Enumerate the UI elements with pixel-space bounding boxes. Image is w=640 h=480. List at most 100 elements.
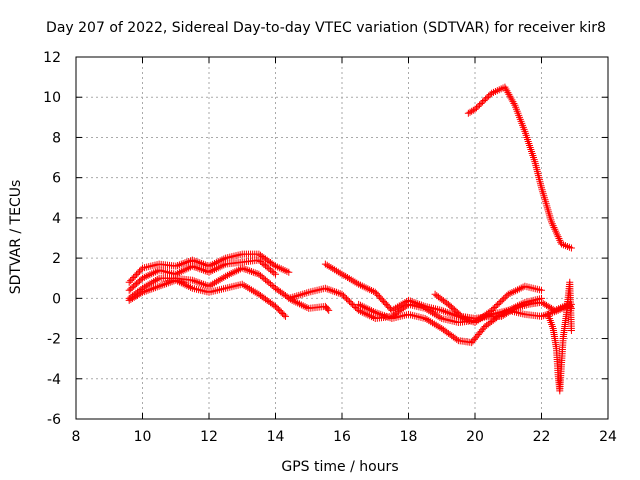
data-point xyxy=(485,92,493,100)
data-point xyxy=(501,83,509,91)
data-point xyxy=(480,97,488,105)
series-track-1 xyxy=(125,250,293,286)
data-point xyxy=(498,296,506,304)
data-points xyxy=(125,83,575,395)
series-track-8 xyxy=(431,290,575,322)
data-point xyxy=(489,305,497,313)
data-point xyxy=(502,85,510,93)
data-point xyxy=(480,324,488,332)
data-point xyxy=(507,94,515,102)
data-point xyxy=(131,272,139,280)
x-tick-label: 8 xyxy=(72,429,81,445)
data-point xyxy=(137,289,145,297)
x-tick-label: 12 xyxy=(200,429,218,445)
data-point xyxy=(510,99,518,107)
data-point xyxy=(349,301,357,309)
y-tick-label: 12 xyxy=(43,50,61,66)
x-tick-label: 22 xyxy=(533,429,551,445)
series-track-2 xyxy=(125,256,279,294)
y-tick-label: 10 xyxy=(43,90,61,106)
y-tick-label: 4 xyxy=(52,211,61,227)
data-point xyxy=(508,96,516,104)
data-point xyxy=(125,278,133,286)
series-track-9 xyxy=(464,83,575,252)
series-track-4 xyxy=(125,276,289,320)
data-point xyxy=(343,295,351,303)
data-point xyxy=(453,335,461,343)
data-point xyxy=(479,98,487,106)
data-point xyxy=(491,303,499,311)
grid xyxy=(76,57,608,419)
x-tick-label: 24 xyxy=(599,429,617,445)
data-point xyxy=(270,269,278,277)
data-point xyxy=(483,94,491,102)
x-axis-label: GPS time / hours xyxy=(281,459,398,475)
data-point xyxy=(509,305,517,313)
y-tick-label: 8 xyxy=(52,130,61,146)
data-point xyxy=(324,305,332,313)
data-point xyxy=(473,104,481,112)
data-point xyxy=(346,298,354,306)
x-tick-label: 10 xyxy=(134,429,152,445)
data-point xyxy=(350,302,358,310)
data-point xyxy=(130,274,138,282)
x-tick-label: 16 xyxy=(333,429,351,445)
y-tick-label: -2 xyxy=(47,332,61,348)
data-point xyxy=(128,275,136,283)
data-point xyxy=(567,244,575,252)
data-point xyxy=(338,290,346,298)
y-tick-label: -4 xyxy=(47,372,61,388)
chart-title: Day 207 of 2022, Sidereal Day-to-day VTE… xyxy=(46,20,606,36)
data-point xyxy=(567,327,575,335)
x-tick-label: 14 xyxy=(267,429,285,445)
data-point xyxy=(495,299,503,307)
data-point xyxy=(497,298,505,306)
data-point xyxy=(501,293,509,301)
data-point xyxy=(280,311,288,319)
data-point xyxy=(277,308,285,316)
data-point xyxy=(492,302,500,310)
x-tick-label: 20 xyxy=(466,429,484,445)
data-point xyxy=(477,99,485,107)
data-point xyxy=(538,286,545,294)
data-point xyxy=(344,296,352,304)
data-point xyxy=(456,311,464,319)
series-track-10 xyxy=(544,278,575,395)
data-point xyxy=(325,306,333,314)
data-point xyxy=(136,267,144,275)
data-point xyxy=(285,268,293,276)
data-point xyxy=(505,90,513,98)
series-track-6 xyxy=(321,260,545,326)
data-point xyxy=(279,310,287,318)
data-point xyxy=(276,307,284,315)
y-tick-label: 6 xyxy=(52,171,61,187)
data-point xyxy=(471,105,479,113)
data-point xyxy=(482,95,490,103)
data-point xyxy=(270,261,278,269)
y-tick-label: -6 xyxy=(47,412,61,428)
y-axis-label: SDTVAR / TECUs xyxy=(8,180,24,295)
data-point xyxy=(503,87,511,95)
data-point xyxy=(274,305,282,313)
data-point xyxy=(509,98,517,106)
data-point xyxy=(272,302,279,310)
y-tick-label: 2 xyxy=(52,251,61,267)
data-point xyxy=(352,303,360,311)
data-point xyxy=(340,292,348,300)
data-point xyxy=(506,92,514,100)
x-tick-label: 18 xyxy=(400,429,418,445)
data-point xyxy=(127,277,135,285)
data-point xyxy=(500,295,508,303)
y-tick-label: 0 xyxy=(52,291,61,307)
data-point xyxy=(341,293,349,301)
data-point xyxy=(133,270,141,278)
data-point xyxy=(134,269,142,277)
data-point xyxy=(273,304,281,312)
data-point xyxy=(272,270,279,278)
data-point xyxy=(504,89,512,97)
data-point xyxy=(488,306,496,314)
data-point xyxy=(281,312,289,320)
data-point xyxy=(137,266,145,274)
